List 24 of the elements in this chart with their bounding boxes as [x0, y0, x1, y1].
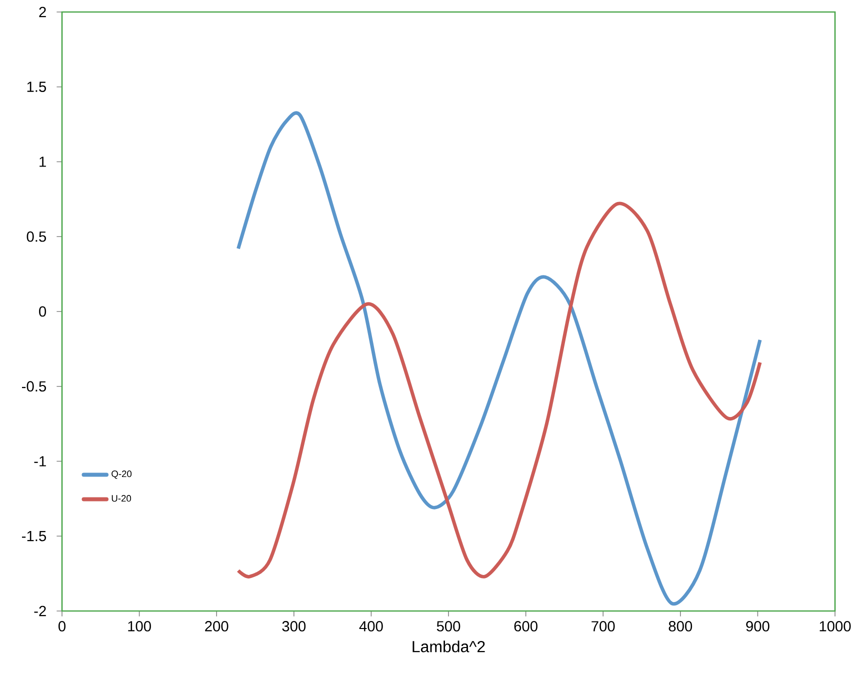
y-tick-label: -2	[34, 606, 46, 616]
legend-label: U-20	[112, 495, 132, 502]
x-tick-label: 600	[514, 621, 538, 632]
y-tick-label: 1.5	[27, 82, 46, 92]
x-tick-label: 700	[592, 621, 615, 632]
y-tick-label: -0.5	[22, 381, 46, 392]
x-tick-label: 0	[58, 621, 66, 632]
x-tick-label: 200	[205, 621, 228, 632]
y-tick-label: 0.5	[26, 231, 46, 242]
legend-label: Q-20	[112, 470, 132, 479]
y-tick-label: 2	[39, 6, 46, 18]
x-axis-title: Lambda^2	[412, 640, 485, 652]
x-tick-label: 400	[359, 621, 383, 632]
x-tick-label: 100	[128, 621, 151, 632]
x-tick-label: 500	[436, 621, 460, 632]
y-tick-label: -1.5	[22, 531, 46, 542]
x-tick-label: 300	[282, 621, 306, 632]
y-tick-label: -1	[34, 456, 46, 466]
y-tick-label: 0	[39, 306, 46, 317]
x-tick-label: 1000	[820, 621, 851, 632]
y-tick-label: 1	[40, 156, 46, 167]
line-series	[236, 202, 762, 578]
x-tick-label: 900	[746, 621, 770, 632]
x-tick-label: 800	[668, 621, 692, 632]
